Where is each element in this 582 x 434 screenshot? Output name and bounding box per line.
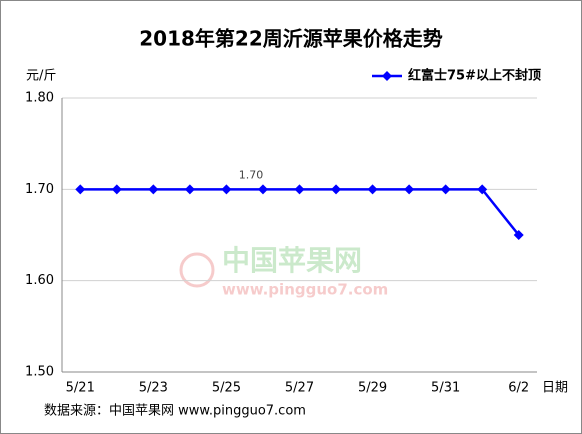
data-label: 1.70 (239, 168, 264, 181)
x-tick-label: 5/27 (285, 381, 314, 396)
y-tick-label: 1.60 (25, 273, 54, 288)
x-tick-label: 5/21 (66, 381, 95, 396)
watermark-name: 中国苹果网 (222, 244, 362, 277)
data-point (148, 184, 159, 195)
chart-title: 2018年第22周沂源苹果价格走势 (139, 27, 443, 51)
legend-marker (382, 71, 392, 81)
watermark-logo (179, 252, 215, 288)
legend-label: 红富士75#以上不封顶 (408, 68, 541, 84)
y-axis-label: 元/斤 (26, 69, 56, 84)
watermark: 中国苹果网 www.pingguo7.com (179, 244, 388, 299)
x-axis-label: 日期 (542, 381, 568, 396)
x-tick-label: 6/2 (508, 381, 529, 396)
data-point (75, 184, 86, 195)
x-tick-label: 5/29 (358, 381, 387, 396)
watermark-url: www.pingguo7.com (222, 281, 388, 299)
data-point (257, 184, 268, 195)
data-point (477, 184, 488, 195)
x-tick-label: 5/25 (212, 381, 241, 396)
data-point (513, 230, 524, 240)
data-point (440, 184, 451, 195)
y-tick-label: 1.70 (25, 182, 54, 197)
data-point (221, 184, 232, 195)
source: 数据来源：中国苹果网 www.pingguo7.com (44, 404, 306, 419)
data-point (184, 184, 195, 195)
y-tick-label: 1.80 (25, 91, 54, 106)
data-point (367, 184, 378, 195)
x-tick-label: 5/31 (431, 381, 460, 396)
data-point (331, 184, 342, 195)
data-point (294, 184, 305, 195)
data-point (404, 184, 415, 195)
y-tick-label: 1.50 (25, 365, 54, 380)
x-tick-label: 5/23 (139, 381, 168, 396)
data-point (111, 184, 122, 195)
